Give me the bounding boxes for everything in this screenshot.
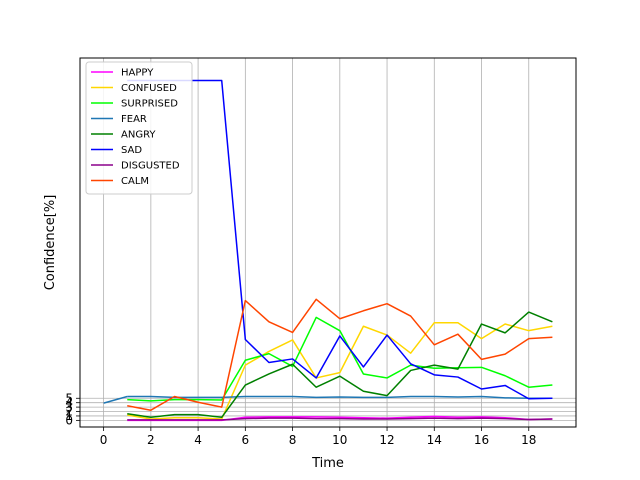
series-line-confused <box>127 321 553 420</box>
x-tick-label: 18 <box>521 433 536 447</box>
y-tick-label: 0 <box>65 413 73 427</box>
legend-label: ANGRY <box>121 130 156 141</box>
x-tick-label: 16 <box>474 433 489 447</box>
series-line-surprised <box>127 316 553 402</box>
legend: HAPPY CONFUSED SURPRISED FEAR ANGRY SAD DISGUS… <box>85 61 193 195</box>
x-axis-ticks: 0 2 4 6 8 10 12 14 16 18 <box>100 427 536 447</box>
legend-label: SAD <box>121 145 142 156</box>
y-axis-label: Confidence[%] <box>43 195 58 291</box>
legend-label: HAPPY <box>121 68 154 79</box>
x-tick-label: 6 <box>242 433 250 447</box>
x-tick-label: 14 <box>427 433 442 447</box>
legend-label: CONFUSED <box>121 83 177 94</box>
series-line-disgusted <box>127 417 553 421</box>
x-tick-label: 10 <box>332 433 347 447</box>
y-tick-label: 1 <box>65 409 73 423</box>
plot-frame <box>79 57 577 428</box>
y-tick-label: 3 <box>65 400 73 414</box>
y-tick-label: 5 <box>65 391 73 405</box>
x-tick-label: 0 <box>100 433 108 447</box>
series-line-calm <box>127 298 553 411</box>
y-tick-label: 4 <box>65 396 73 410</box>
y-tick-label: 2 <box>65 405 73 419</box>
x-tick-label: 12 <box>379 433 394 447</box>
grid <box>80 58 576 427</box>
legend-label: SURPRISED <box>121 99 178 110</box>
series-line-angry <box>127 311 553 419</box>
legend-box <box>85 61 193 195</box>
fear-initial-segment <box>103 395 128 404</box>
x-tick-label: 8 <box>289 433 297 447</box>
x-tick-label: 2 <box>147 433 155 447</box>
series-line-fear <box>127 395 553 400</box>
legend-label: CALM <box>121 176 149 187</box>
series-line-sad <box>127 79 553 400</box>
x-tick-label: 4 <box>194 433 202 447</box>
legend-label: FEAR <box>121 114 147 125</box>
legend-label: DISGUSTED <box>121 161 180 172</box>
x-axis-label: Time <box>311 456 344 471</box>
series-lines <box>103 79 553 422</box>
